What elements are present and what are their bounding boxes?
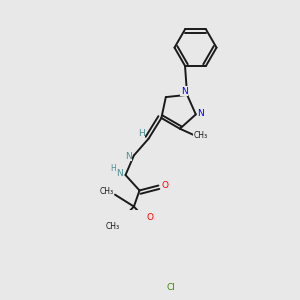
- Text: N: N: [116, 169, 123, 178]
- Text: O: O: [162, 181, 169, 190]
- Text: N: N: [125, 152, 132, 160]
- Text: N: N: [197, 109, 204, 118]
- Text: H: H: [110, 164, 116, 172]
- Text: N: N: [181, 87, 188, 96]
- Text: N: N: [116, 169, 123, 178]
- Text: CH₃: CH₃: [194, 131, 208, 140]
- Text: O: O: [146, 212, 154, 221]
- Text: O: O: [146, 212, 154, 221]
- Text: N: N: [197, 109, 204, 118]
- Text: Cl: Cl: [167, 283, 176, 292]
- Text: CH₃: CH₃: [105, 222, 119, 231]
- Text: H: H: [138, 128, 145, 137]
- Text: H: H: [110, 164, 116, 172]
- Text: Cl: Cl: [167, 283, 176, 292]
- Text: N: N: [125, 152, 132, 160]
- Text: N: N: [181, 87, 188, 96]
- Text: CH₃: CH₃: [100, 187, 114, 196]
- Text: O: O: [162, 181, 169, 190]
- Text: H: H: [138, 128, 145, 137]
